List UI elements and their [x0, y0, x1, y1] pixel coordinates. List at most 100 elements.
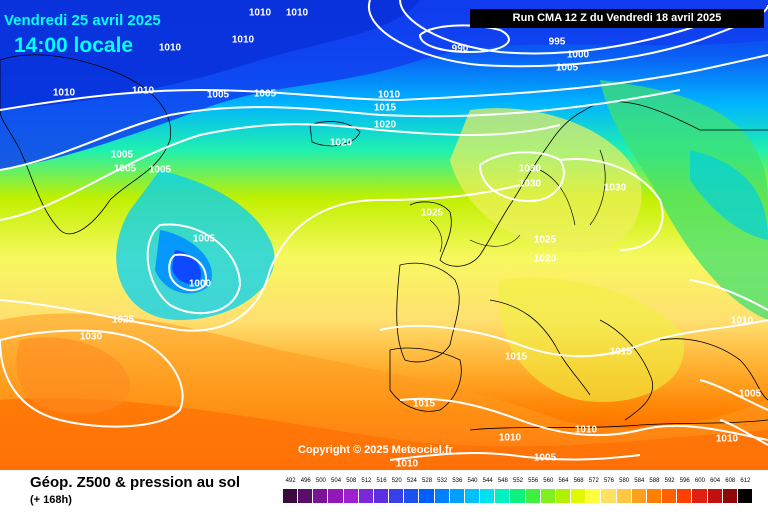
isobar-label: 1025	[533, 234, 557, 246]
scale-tick: 556	[528, 478, 539, 484]
isobar-label: 1010	[285, 7, 309, 19]
isobar-label: 1020	[533, 253, 557, 265]
isobar-label: 1010	[730, 315, 754, 327]
scale-tick: 508	[346, 478, 357, 484]
weather-map: Vendredi 25 avril 2025 14:00 locale Run …	[0, 0, 768, 470]
scale-tick: 520	[391, 478, 402, 484]
isobar-label: 1010	[231, 34, 255, 46]
isobar-label: 1025	[420, 207, 444, 219]
scale-tick: 592	[664, 478, 675, 484]
model-run-label: Run CMA 12 Z du Vendredi 18 avril 2025	[470, 9, 764, 28]
isobar-label: 1020	[373, 119, 397, 131]
isobar-label: 1005	[738, 388, 762, 400]
isobar-label: 1005	[253, 88, 277, 100]
scale-tick: 552	[512, 478, 524, 484]
isobar-label: 990	[451, 43, 469, 55]
scale-tick: 576	[603, 478, 614, 484]
scale-swatch	[540, 489, 555, 503]
scale-tick: 588	[649, 478, 660, 484]
isobar-label: 1010	[715, 433, 739, 445]
scale-tick: 596	[679, 478, 690, 484]
scale-swatch	[631, 489, 646, 503]
isobar-label: 1030	[603, 182, 627, 194]
isobar-label: 1015	[412, 398, 436, 410]
scale-swatch	[707, 489, 722, 503]
scale-swatch	[510, 489, 525, 503]
isobar-label: 1010	[395, 458, 419, 470]
scale-tick: 496	[300, 478, 311, 484]
scale-swatch	[646, 489, 662, 503]
scale-swatch	[373, 489, 389, 503]
isobar-label: 1015	[609, 346, 633, 358]
isobar-label: 1005	[113, 163, 137, 175]
scale-swatch	[313, 489, 328, 503]
isobar-label: 995	[548, 36, 566, 48]
scale-swatch	[601, 489, 616, 503]
scale-swatch	[495, 489, 510, 503]
scale-tick: 612	[740, 478, 751, 484]
isobar-label: 1025	[111, 314, 135, 326]
isobar-label: 1010	[377, 89, 401, 101]
scale-tick: 500	[315, 478, 326, 484]
scale-tick: 608	[725, 478, 736, 484]
isobar-label: 1005	[555, 62, 579, 74]
forecast-date: Vendredi 25 avril 2025	[4, 12, 161, 29]
scale-tick: 604	[710, 478, 721, 484]
scale-swatch	[662, 489, 677, 503]
scale-swatch	[586, 489, 601, 503]
scale-swatch	[571, 489, 586, 503]
geopotential-field	[0, 0, 768, 470]
scale-tick: 532	[437, 478, 448, 484]
scale-tick: 568	[573, 478, 584, 484]
legend-title: Géop. Z500 & pression au sol	[30, 474, 241, 491]
scale-tick: 516	[376, 478, 387, 484]
scale-tick: 512	[361, 478, 372, 484]
scale-swatch	[616, 489, 631, 503]
scale-swatch	[404, 489, 419, 503]
scale-swatch	[283, 489, 298, 503]
scale-swatch	[525, 489, 540, 503]
forecast-time: 14:00 locale	[14, 34, 134, 57]
scale-swatch	[555, 489, 571, 503]
scale-tick: 524	[406, 478, 417, 484]
scale-swatch	[464, 489, 480, 503]
scale-tick: 580	[619, 478, 630, 484]
scale-swatch	[358, 489, 373, 503]
scale-tick: 504	[331, 478, 342, 484]
isobar-label: 1005	[148, 164, 172, 176]
scale-tick: 544	[482, 478, 493, 484]
scale-swatch	[298, 489, 313, 503]
scale-tick: 560	[543, 478, 554, 484]
scale-swatch	[449, 489, 464, 503]
scale-swatch	[419, 489, 434, 503]
scale-tick: 492	[285, 478, 296, 484]
forecast-range: (+ 168h)	[30, 494, 72, 506]
scale-swatch	[480, 489, 495, 503]
isobar-label: 1030	[518, 178, 542, 190]
scale-tick: 600	[694, 478, 705, 484]
scale-tick: 564	[558, 478, 569, 484]
copyright-label: Copyright © 2025 Meteociel.fr	[298, 444, 453, 456]
isobar-label: 1005	[110, 149, 134, 161]
scale-tick: 572	[588, 478, 599, 484]
isobar-label: 1005	[192, 233, 216, 245]
scale-swatch	[343, 489, 358, 503]
scale-swatch	[434, 489, 449, 503]
isobar-label: 1010	[574, 424, 598, 436]
scale-tick: 528	[422, 478, 433, 484]
color-scale: 492 496 500 504 508 512 516 520 524 528 532 536 540 5…	[283, 478, 753, 506]
isobar-label: 1010	[52, 87, 76, 99]
isobar-label: 1010	[131, 85, 155, 97]
isobar-label: 1000	[566, 49, 590, 61]
isobar-label: 1005	[533, 452, 557, 464]
isobar-label: 1010	[498, 432, 522, 444]
isobar-label: 1010	[158, 42, 182, 54]
isobar-label: 1015	[373, 102, 397, 114]
scale-swatch	[328, 489, 343, 503]
scale-swatch	[722, 489, 737, 503]
isobar-label: 1005	[206, 89, 230, 101]
isobar-label: 1030	[518, 163, 542, 175]
isobar-label: 1010	[248, 7, 272, 19]
isobar-label: 1020	[329, 137, 353, 149]
scale-tick: 584	[634, 478, 645, 484]
